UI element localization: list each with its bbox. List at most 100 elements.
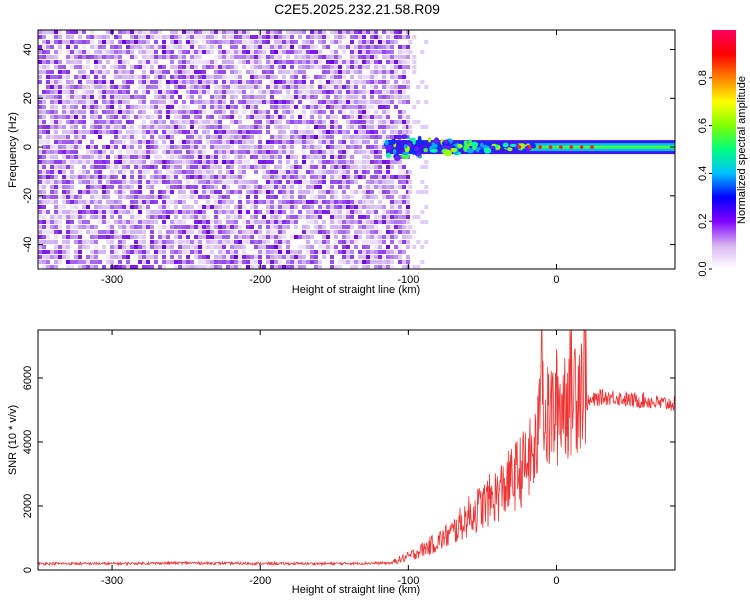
spectrogram-cell [66,260,70,264]
spectrogram-cell [290,120,294,124]
spectrogram-cell [338,100,342,104]
spectrogram-cell [78,35,82,39]
spectrogram-cell [406,100,410,104]
spectrogram-cell [282,145,286,149]
spectrogram-cell [246,130,250,134]
spectrogram-cell [398,185,402,189]
spectrogram-cell [142,60,146,64]
spectrogram-cell [42,205,46,209]
spectrogram-cell [374,40,378,44]
spectrogram-cell [278,220,282,224]
spectrogram-cell [310,30,314,34]
spectrogram-cell [266,185,270,189]
spectrogram-cell [366,80,370,84]
spectrogram-cell [162,150,166,154]
spectrogram-cell [154,115,158,119]
spectrogram-cell [122,145,126,149]
spectrogram-cell [386,250,390,254]
snr-series-line [37,329,676,567]
spectrogram-cell [246,85,250,89]
spectrogram-cell [82,55,86,59]
spectrogram-cell [346,240,350,244]
spectrogram-cell [278,115,282,119]
spectrogram-cell [354,140,358,144]
spectrogram-cell [174,30,178,34]
spectrogram-cell [142,265,146,269]
spectrogram-cell [202,75,206,79]
spectrogram-cell [222,105,226,109]
spectrogram-cell [266,180,270,184]
spectrogram-cell [178,75,182,79]
spectrogram-cell [294,135,298,139]
spectrogram-cell [126,70,130,74]
spectrogram-cell [306,260,310,264]
spectrogram-cell [90,70,94,74]
spectrogram-cell [102,160,106,164]
spectrogram-cell [250,40,254,44]
spectrogram-cell [126,145,130,149]
spectrogram-cell [78,250,82,254]
spectrogram-cell [90,55,94,59]
spectrogram-cell [98,175,102,179]
spectrogram-cell [370,235,374,239]
spectrogram-cell [358,235,362,239]
spectrogram-cell [202,100,206,104]
spectrogram-cell [214,245,218,249]
spectrogram-cell [58,115,62,119]
spectrogram-cell [170,190,174,194]
spectrogram-cell [314,110,318,114]
spectrogram-cell [386,215,390,219]
spectrogram-cell [146,35,150,39]
spectrogram-cell [70,175,74,179]
spectrogram-cell [138,45,142,49]
spectrogram-cell [266,225,270,229]
spectrogram-cell [62,245,66,249]
spectrogram-cell [142,95,146,99]
spectrogram-cell [78,30,82,34]
spectrogram-cell [310,195,314,199]
spectrogram-cell [406,120,410,124]
spectrogram-cell [138,35,142,39]
spectrogram-cell [210,60,214,64]
spectrogram-cell [122,135,126,139]
spectrogram-cell [290,30,294,34]
spectrogram-cell [390,190,394,194]
spectrogram-cell [190,75,194,79]
spectrogram-cell [382,55,386,59]
spectrogram-cell [412,230,417,234]
spectrogram-cell [318,180,322,184]
spectrogram-cell [282,210,286,214]
spectrogram-cell [374,155,378,159]
spectrogram-cell [50,55,54,59]
spectrogram-cell [262,165,266,169]
spectrogram-cell [374,80,378,84]
spectrogram-cell [150,265,154,269]
spectrogram-cell [46,145,50,149]
spectrogram-cell [294,140,298,144]
spectrogram-cell [202,225,206,229]
spectrogram-cell [46,150,50,154]
spectrogram-cell [234,255,238,259]
spectrogram-cell [38,220,42,224]
spectrogram-cell [54,50,58,54]
spectrogram-cell [398,260,402,264]
spectrogram-cell [118,105,122,109]
spectrogram-cell [238,230,242,234]
spectrogram-cell [186,80,190,84]
spectrogram-cell [154,160,158,164]
spectrogram-cell [242,100,246,104]
spectrogram-cell [222,250,226,254]
spectrogram-cell [386,35,390,39]
spectrogram-cell [314,180,318,184]
spectrogram-cell [382,95,386,99]
spectrogram-cell [202,80,206,84]
spectrogram-cell [210,240,214,244]
spectrogram-cell [298,30,302,34]
spectrogram-cell [122,90,126,94]
spectrogram-cell [338,180,342,184]
spectrogram-cell [342,175,346,179]
spectrogram-cell [330,190,334,194]
spectrogram-cell [366,265,370,269]
spectrogram-cell [278,230,282,234]
spectrogram-cell [358,260,362,264]
